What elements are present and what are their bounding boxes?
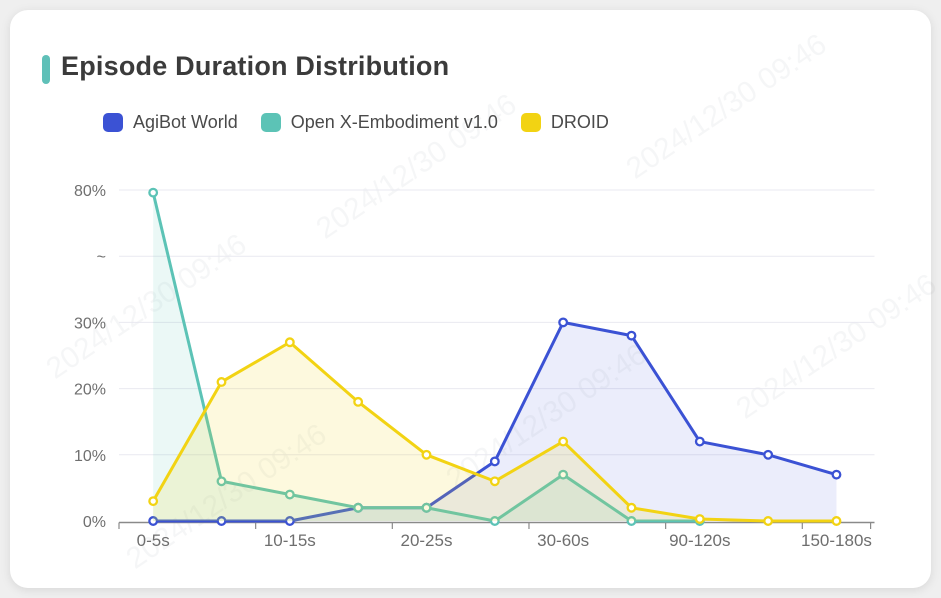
data-point-marker [353,502,364,513]
legend-label: AgiBot World [133,112,238,132]
data-point-marker [148,516,159,526]
legend-label: Open X-Embodiment v1.0 [290,112,498,132]
x-axis-tick-label: 20-25s [400,531,452,550]
data-point-marker [216,516,227,526]
data-point-marker [831,469,842,480]
data-point-marker [421,449,432,460]
x-axis-tick-label: 90-120s [669,531,730,550]
data-point-marker [763,516,774,526]
x-axis-tick-label: 0-5s [137,531,170,550]
y-axis-labels: 0% 10% 20% 30% ~80% [74,183,106,531]
y-axis-tick-label: 80% [74,183,106,200]
x-axis-tick-label: 10-15s [264,531,316,550]
data-point-marker [763,449,774,460]
data-point-marker [148,496,159,507]
y-axis-tick-label: ~ [97,249,106,266]
page-title: Episode Duration Distribution [61,51,450,81]
data-point-marker [216,377,227,387]
data-point-marker [694,514,705,524]
title-accent-bar [42,55,50,84]
series-open-x-embodiment-v1-0 [148,187,705,526]
series-area [153,192,700,521]
data-point-marker [489,456,500,467]
y-axis-tick-label: 10% [74,448,106,465]
x-axis-labels: 0-5s 10-15s 20-25s 30-60s 90-120s 150-180s [137,531,872,550]
series-area [153,322,837,521]
chart-legend: AgiBot World Open X-Embodiment v1.0 DROID [103,112,609,133]
legend-swatch [103,113,123,132]
data-point-marker [148,187,159,198]
y-axis-tick-label: 30% [74,315,106,332]
data-point-marker [626,502,637,513]
data-point-marker [421,502,432,513]
data-point-marker [558,469,569,480]
data-point-marker [489,516,500,526]
data-point-marker [558,317,569,328]
data-point-marker [284,489,295,500]
data-point-marker [284,516,295,526]
x-axis-tick-label: 150-180s [801,531,872,550]
legend-swatch [520,113,541,132]
series-agibot-world [148,317,842,526]
data-point-marker [558,436,569,447]
data-point-marker [284,337,295,348]
legend-item-droid[interactable]: DROID [520,112,609,133]
y-axis-tick-label: 20% [74,382,106,399]
legend-swatch [260,113,281,132]
data-point-marker [831,516,842,526]
chart-card [10,10,931,588]
data-point-marker [489,476,500,487]
legend-item-open-x-embodiment-v1-0[interactable]: Open X-Embodiment v1.0 [260,112,498,133]
y-axis-tick-label: 0% [83,514,106,531]
legend-label: DROID [550,112,609,132]
x-axis-tick-label: 30-60s [537,531,589,550]
legend-item-agibot-world[interactable]: AgiBot World [103,112,238,133]
series-droid [148,337,842,526]
series-area [153,342,837,521]
data-point-marker [626,516,637,526]
data-point-marker [216,476,227,487]
data-point-marker [626,330,637,341]
data-point-marker [694,436,705,447]
data-point-marker [353,396,364,407]
